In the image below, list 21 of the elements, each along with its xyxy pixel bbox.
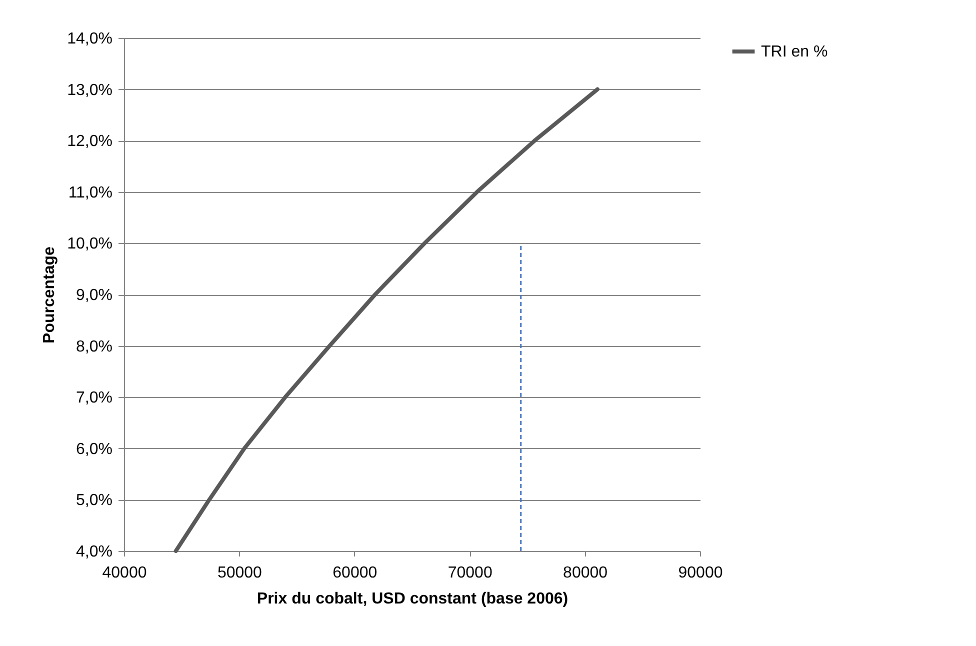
legend-label: TRI en % (761, 44, 828, 60)
y-tick-label: 4,0% (76, 544, 112, 560)
x-tick-label: 70000 (448, 564, 492, 582)
x-tick-label: 80000 (563, 564, 608, 582)
y-axis-title: Pourcentage (41, 246, 58, 344)
x-tick-label: 60000 (332, 564, 378, 582)
line-series (174, 87, 600, 553)
y-tick-label: 5,0% (76, 492, 112, 510)
x-axis-title: Prix du cobalt, USD constant (base 2006) (256, 590, 568, 608)
y-tick-label: 14,0% (67, 30, 112, 48)
x-tick-label: 40000 (102, 564, 147, 582)
y-tick-label: 8,0% (76, 338, 112, 356)
y-tick-label: 11,0% (68, 184, 112, 202)
y-tick-label: 13,0% (67, 82, 112, 99)
y-tick-label: 12,0% (67, 133, 112, 150)
y-tick-label: 6,0% (76, 440, 112, 458)
y-tick-label: 9,0% (76, 287, 112, 304)
x-tick-label: 50000 (217, 564, 262, 582)
x-tick-label: 90000 (678, 564, 723, 582)
y-tick-label: 7,0% (76, 390, 112, 407)
y-tick-label: 10,0% (67, 236, 112, 253)
